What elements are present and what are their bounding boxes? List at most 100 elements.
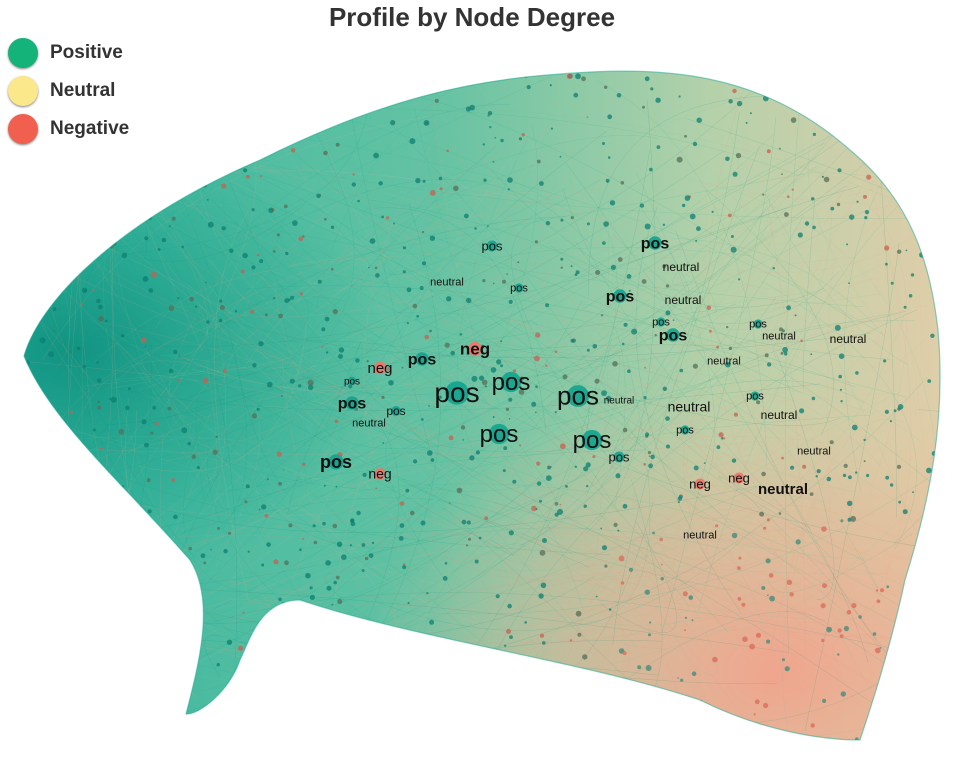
- node-dot: [921, 105, 925, 109]
- node-dot: [655, 97, 661, 103]
- node-dot: [332, 308, 338, 315]
- node-dot: [736, 100, 743, 107]
- node-dot: [420, 418, 424, 421]
- node-dot: [863, 438, 866, 442]
- edge-line: [527, 262, 882, 334]
- node-label: pos: [641, 235, 670, 252]
- node-dot: [200, 714, 205, 719]
- edge-line: [519, 111, 740, 547]
- node-dot: [286, 714, 289, 718]
- node-dot: [368, 266, 370, 269]
- edge-line: [285, 340, 795, 558]
- node-circle: [415, 352, 429, 366]
- node-dot: [78, 490, 82, 494]
- node-circle: [666, 328, 680, 342]
- edge-line: [506, 544, 546, 611]
- node-dot: [763, 526, 767, 530]
- node-dot: [566, 73, 573, 79]
- node-dot: [890, 281, 894, 285]
- edge-line: [536, 409, 606, 455]
- node-dot: [26, 611, 31, 616]
- node-dot: [98, 315, 104, 322]
- node-dot: [388, 380, 394, 386]
- node-dot: [459, 333, 463, 336]
- node-dot: [575, 610, 582, 617]
- node-dot: [465, 544, 469, 547]
- edge-line: [621, 617, 702, 650]
- node-circle: [445, 381, 469, 405]
- node-neu: neutral: [683, 530, 717, 542]
- edge-line: [526, 343, 805, 660]
- edge-line: [312, 416, 855, 701]
- edge-line: [827, 568, 915, 712]
- node-dot: [173, 514, 178, 520]
- node-dot: [240, 693, 243, 696]
- node-dot: [662, 223, 666, 226]
- edge-line: [683, 177, 939, 485]
- node-dot: [177, 379, 181, 383]
- node-dot: [273, 559, 279, 565]
- node-dot: [362, 472, 367, 477]
- edge-line: [635, 206, 742, 614]
- node-pos: pos: [480, 421, 519, 448]
- node-dot: [706, 305, 711, 310]
- node-pos: pos: [338, 395, 367, 412]
- node-dot: [307, 685, 312, 690]
- node-dot: [375, 273, 380, 278]
- node-label: pos: [510, 283, 528, 295]
- edge-line: [211, 133, 775, 495]
- node-dot: [570, 735, 574, 739]
- node-dot: [426, 592, 429, 595]
- node-dot: [930, 730, 932, 733]
- node-label: pos: [746, 391, 764, 403]
- edge-line: [340, 86, 871, 535]
- edge-line: [362, 135, 659, 212]
- node-dot: [283, 204, 288, 209]
- node-dot: [780, 351, 784, 355]
- node-pos: pos: [749, 319, 767, 331]
- node-dot: [519, 736, 524, 740]
- node-dot: [438, 395, 442, 399]
- node-dot: [487, 111, 493, 116]
- node-neu: neutral: [665, 293, 702, 307]
- node-dot: [247, 550, 250, 553]
- node-dot: [330, 225, 335, 229]
- node-dot: [267, 381, 273, 388]
- node-dot: [259, 729, 265, 735]
- node-label: neg: [367, 360, 392, 377]
- node-dot: [885, 262, 888, 266]
- node-dot: [542, 641, 546, 645]
- node-dot: [333, 613, 339, 619]
- edge-line: [597, 339, 881, 640]
- node-dot: [227, 531, 232, 535]
- node-dot: [715, 524, 719, 528]
- node-dot: [783, 352, 788, 356]
- node-dot: [574, 465, 577, 468]
- node-dot: [110, 396, 117, 403]
- node-dot: [677, 496, 682, 501]
- edge-line: [455, 247, 752, 270]
- node-dot: [177, 297, 180, 300]
- edge-line: [214, 209, 250, 602]
- edge-line: [255, 380, 900, 723]
- node-dot: [459, 658, 465, 664]
- edge-line: [565, 162, 869, 663]
- node-dot: [609, 200, 616, 206]
- node-dot: [644, 366, 646, 369]
- legend-label-negative: Negative: [50, 118, 130, 139]
- edge-line: [394, 303, 547, 404]
- node-neu: neutral: [668, 399, 711, 415]
- node-dot: [46, 541, 50, 546]
- node-dot: [234, 142, 238, 146]
- node-dot: [220, 734, 223, 737]
- node-dot: [575, 73, 581, 80]
- edge-line: [220, 131, 577, 323]
- node-dot: [188, 179, 194, 185]
- edge-line: [163, 538, 934, 623]
- edge-line: [98, 274, 739, 634]
- edge-line: [487, 165, 825, 308]
- node-dot: [781, 456, 784, 460]
- edge-line: [460, 272, 551, 546]
- node-dot: [864, 216, 868, 220]
- edge-line: [768, 418, 904, 656]
